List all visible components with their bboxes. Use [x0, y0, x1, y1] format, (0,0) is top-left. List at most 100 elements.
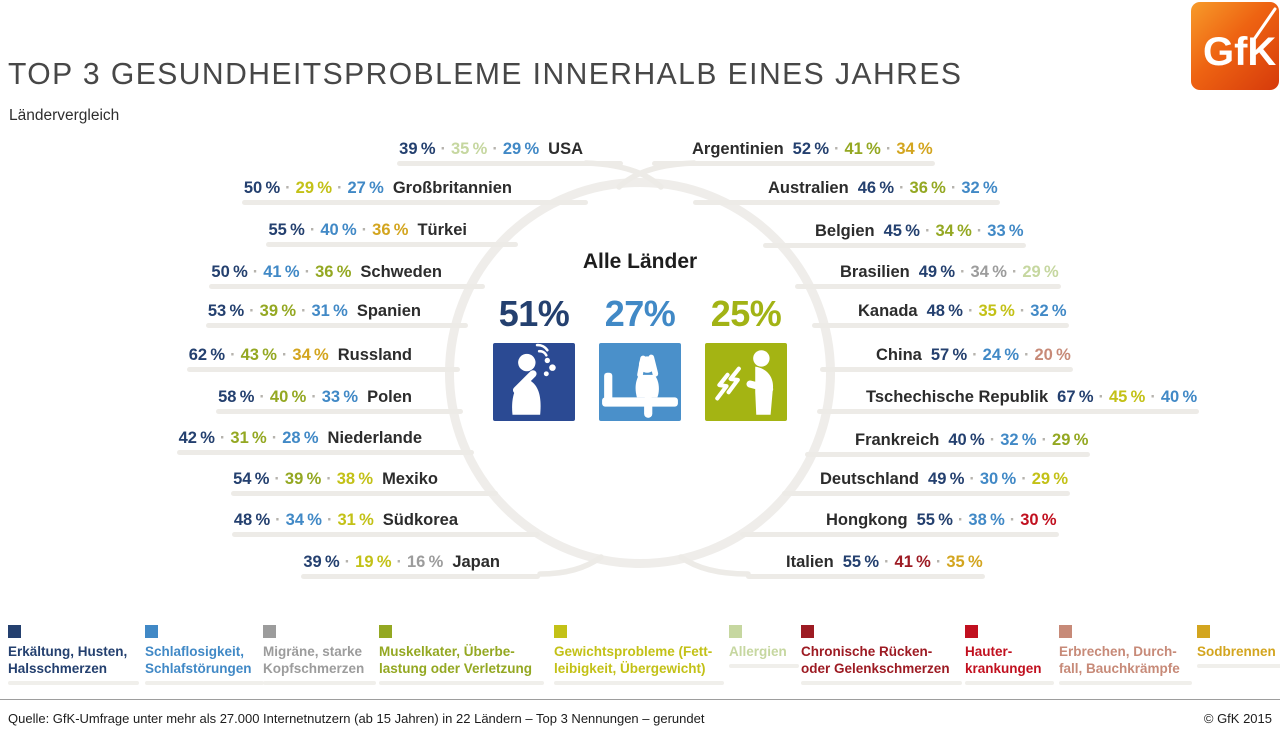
percent-value: 45 % [883, 222, 920, 240]
country-label: Südkorea [382, 511, 458, 529]
row-underline [811, 323, 1069, 328]
percent-value: 40 % [320, 221, 357, 239]
value-separator: · [326, 470, 332, 488]
value-separator: · [950, 179, 957, 197]
percent-value: 36 % [909, 179, 946, 197]
country-label: Russland [337, 346, 412, 364]
value-separator: · [972, 346, 978, 364]
value-separator: · [1009, 511, 1016, 529]
legend-item-sleep: Schlaflosigkeit, Schlafstörungen [145, 625, 263, 685]
country-label: Frankreich [855, 431, 940, 449]
value-separator: · [960, 263, 966, 281]
value-separator: · [1019, 302, 1026, 320]
country-values: 52 % · 41 % · 34 % [793, 140, 933, 159]
country-values: 42 % · 31 % · 28 % [179, 429, 319, 448]
muscle-pain-icon [705, 343, 787, 421]
percent-value: 43 % [240, 346, 277, 364]
percent-value: 29 % [1022, 263, 1059, 281]
row-underline [266, 242, 519, 247]
legend-item-weight: Gewichtsprobleme (Fett-leibigkeit, Überg… [554, 625, 725, 685]
country-label: Niederlande [327, 429, 422, 447]
row-underline [176, 450, 475, 455]
percent-value: 39 % [284, 470, 322, 488]
percent-value: 55 % [268, 221, 305, 239]
legend-swatch [965, 625, 978, 638]
country-row-china: China 57 % · 24 % · 20 % [819, 346, 1073, 372]
center-stats: 51% 27% 25% [455, 296, 825, 421]
country-values: 62 % · 43 % · 34 % [189, 346, 329, 365]
value-separator: · [311, 388, 317, 406]
gfk-logo: GfK [1191, 2, 1279, 95]
country-label: China [876, 346, 922, 364]
row-underline [301, 574, 540, 579]
country-label: Schweden [360, 263, 442, 281]
percent-value: 31 % [230, 429, 267, 447]
value-separator: · [969, 470, 975, 488]
percent-value: 48 % [233, 511, 271, 529]
value-separator: · [924, 222, 931, 240]
country-label: Spanien [356, 302, 421, 320]
legend-item-allergy: Allergien [729, 625, 799, 668]
percent-value: 29 % [295, 179, 332, 197]
percent-value: 29 % [1052, 431, 1089, 449]
percent-value: 30 % [1020, 511, 1057, 529]
value-separator: · [492, 140, 498, 158]
value-separator: · [274, 470, 280, 488]
value-separator: · [326, 511, 333, 529]
percent-value: 52 % [792, 140, 829, 158]
country-row-mexiko: 54 % · 39 % · 38 % Mexiko [231, 470, 498, 496]
percent-value: 46 % [857, 179, 895, 197]
percent-value: 20 % [1034, 346, 1071, 364]
value-separator: · [219, 429, 226, 447]
country-row-russland: 62 % · 43 % · 34 % Russland [186, 346, 461, 372]
value-separator: · [285, 179, 291, 197]
country-label: Japan [452, 553, 500, 571]
value-separator: · [834, 140, 840, 158]
country-row-deutschland: Deutschland 49 % · 30 % · 29 % [782, 470, 1071, 496]
country-label: Kanada [858, 302, 918, 320]
legend-item-skin: Hauter-krankungen [965, 625, 1053, 685]
legend-item-cold: Erkältung, Husten, Halsschmerzen [8, 625, 140, 685]
country-label: Polen [367, 388, 412, 406]
percent-value: 32 % [1000, 431, 1037, 449]
country-row-italien: Italien 55 % · 41 % · 35 % [746, 553, 985, 579]
percent-value: 29 % [1031, 470, 1069, 488]
country-values: 39 % · 19 % · 16 % [303, 553, 443, 572]
legend-label: Erkältung, Husten, Halsschmerzen [8, 644, 128, 676]
value-separator: · [281, 346, 288, 364]
percent-value: 48 % [926, 302, 963, 320]
percent-value: 57 % [930, 346, 968, 364]
value-separator: · [396, 553, 402, 571]
value-separator: · [1024, 346, 1030, 364]
row-underline [782, 491, 1071, 496]
country-values: 55 % · 41 % · 35 % [843, 553, 983, 572]
percent-value: 50 % [243, 179, 281, 197]
country-label: Großbritannien [392, 179, 512, 197]
percent-value: 41 % [844, 140, 881, 158]
legend-swatch [1059, 625, 1072, 638]
row-underline [819, 367, 1073, 372]
row-underline [397, 161, 623, 166]
percent-value: 62 % [188, 346, 226, 364]
percent-value: 38 % [968, 511, 1005, 529]
row-underline [205, 323, 469, 328]
row-underline [817, 409, 1200, 414]
percent-value: 39 % [303, 553, 340, 571]
value-separator: · [935, 553, 942, 571]
country-label: Deutschland [820, 470, 920, 488]
country-values: 57 % · 24 % · 20 % [931, 346, 1071, 365]
country-label: Argentinien [692, 140, 784, 158]
percent-value: 28 % [282, 429, 319, 447]
country-values: 50 % · 29 % · 27 % [244, 179, 384, 198]
percent-value: 31 % [337, 511, 374, 529]
percent-value: 41 % [263, 263, 300, 281]
country-values: 48 % · 35 % · 32 % [927, 302, 1067, 321]
percent-value: 42 % [178, 429, 215, 447]
legend-swatch [8, 625, 21, 638]
country-row-großbritannien: 50 % · 29 % · 27 % Großbritannien [241, 179, 588, 205]
percent-value: 49 % [918, 263, 956, 281]
country-row-usa: 39 % · 35 % · 29 % USA [397, 140, 623, 166]
country-values: 40 % · 32 % · 29 % [948, 431, 1088, 450]
row-underline [209, 284, 486, 289]
